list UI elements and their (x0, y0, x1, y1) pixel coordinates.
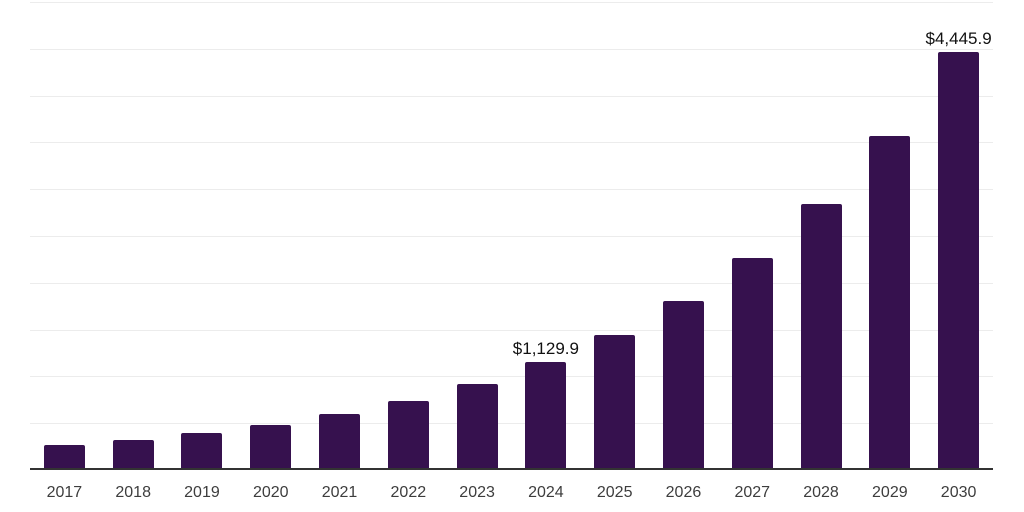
bar-2023 (456, 383, 498, 468)
bar-2021 (319, 414, 361, 468)
gridline (30, 282, 993, 284)
gridline (30, 48, 993, 50)
x-tick-2028: 2028 (803, 484, 839, 501)
bar-2020 (250, 425, 292, 468)
gridline (30, 423, 993, 425)
x-tick-2025: 2025 (596, 484, 633, 501)
x-tick-2022: 2022 (390, 484, 427, 501)
gridline (30, 95, 993, 97)
x-tick-2023: 2023 (459, 484, 495, 501)
bar-2017 (43, 444, 85, 468)
x-tick-2029: 2029 (872, 484, 908, 501)
x-axis-line (30, 468, 993, 470)
x-tick-2020: 2020 (252, 484, 289, 501)
bar-2029 (869, 135, 911, 468)
plot-area: $1,129.9 $4,445.9 (30, 0, 993, 470)
x-tick-2019: 2019 (184, 484, 220, 501)
gridline (30, 329, 993, 331)
gridline (30, 189, 993, 191)
bar-2025 (594, 334, 636, 468)
bar-2024 (525, 362, 567, 468)
x-tick-2017: 2017 (46, 484, 83, 501)
bar-2026 (662, 300, 704, 468)
bar-value-label-2024: $1,129.9 (512, 339, 579, 359)
gridline (30, 236, 993, 237)
x-tick-2024: 2024 (528, 484, 564, 501)
bar-2028 (800, 204, 842, 468)
gridline (30, 376, 993, 378)
bar-2030 (938, 51, 980, 468)
bar-2022 (387, 400, 429, 468)
gridline (30, 142, 993, 144)
x-tick-2018: 2018 (115, 484, 151, 501)
bar-2027 (731, 258, 773, 468)
x-tick-2021: 2021 (321, 484, 358, 501)
gridline (30, 2, 993, 3)
x-tick-2030: 2030 (940, 484, 977, 501)
bar-2019 (181, 432, 223, 468)
bar-value-label-2030: $4,445.9 (925, 28, 992, 48)
bar-2018 (112, 439, 154, 468)
x-tick-2027: 2027 (734, 484, 771, 501)
x-tick-2026: 2026 (665, 484, 702, 501)
